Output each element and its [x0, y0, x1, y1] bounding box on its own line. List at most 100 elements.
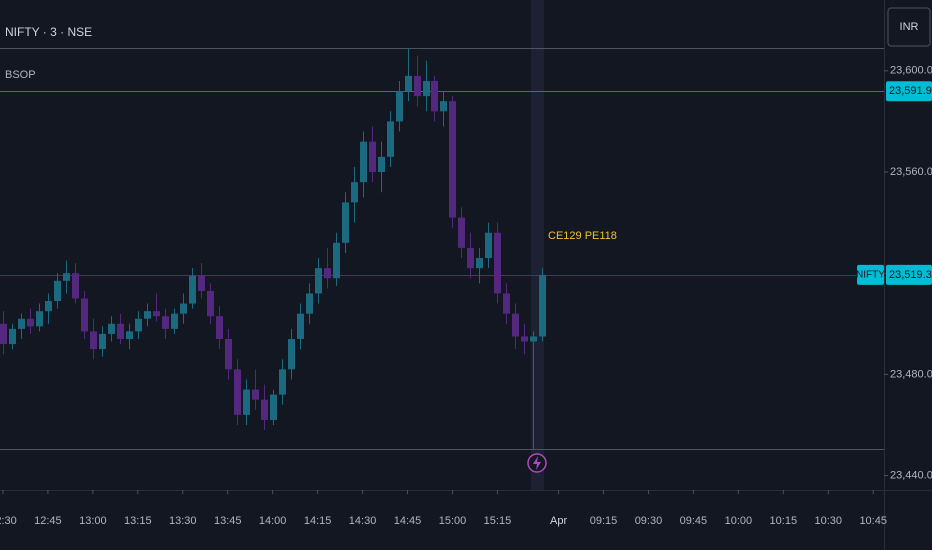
candle-body — [458, 217, 465, 248]
indicator-name: BSOP — [5, 69, 36, 81]
candle-body — [297, 313, 304, 339]
x-tick-label: 09:45 — [680, 515, 708, 527]
candle-body — [449, 101, 456, 218]
x-tick-label: 10:30 — [814, 515, 842, 527]
candle-body — [243, 389, 250, 415]
candle-body — [36, 311, 43, 327]
candle-body — [431, 80, 438, 112]
x-tick-label: 14:30 — [349, 515, 377, 527]
candle-body — [225, 338, 232, 370]
candle-body — [342, 202, 349, 243]
candle-body — [288, 338, 295, 370]
chart-title: NIFTY · 3 · NSE — [5, 25, 92, 39]
candle-body — [252, 389, 259, 400]
candle-body — [360, 141, 367, 183]
x-tick-label: Apr — [550, 515, 567, 527]
candle-body — [18, 318, 25, 329]
y-tick-label: 23,600.00 — [890, 65, 932, 77]
x-tick-label: 13:15 — [124, 515, 152, 527]
candle-body — [135, 318, 142, 332]
candle-body — [153, 311, 160, 317]
y-tick-label: 23,440.00 — [890, 469, 932, 481]
candle-body — [0, 323, 7, 345]
candle-body — [306, 293, 313, 314]
x-tick-label: 12:30 — [0, 515, 17, 527]
price-label: 23,591.95 — [889, 85, 932, 97]
candle-body — [99, 333, 106, 350]
candle-body — [189, 275, 196, 304]
candle-body — [476, 258, 483, 269]
candle-body — [423, 80, 430, 97]
x-tick-label: 13:30 — [169, 515, 197, 527]
plot — [0, 48, 884, 450]
candle-body — [414, 75, 421, 97]
candle-body — [261, 399, 268, 420]
candle-body — [126, 331, 133, 339]
candle-body — [530, 336, 537, 342]
candle-body — [315, 268, 322, 294]
x-tick-label: 09:30 — [635, 515, 663, 527]
candle-body — [63, 273, 70, 281]
candle-body — [279, 369, 286, 395]
candle-body — [485, 232, 492, 259]
x-tick-label: 10:15 — [770, 515, 798, 527]
candle-body — [81, 298, 88, 332]
candle-body — [378, 156, 385, 173]
candle-body — [440, 101, 447, 112]
currency-box[interactable] — [887, 7, 931, 47]
x-tick-label: 13:00 — [79, 515, 107, 527]
price-tag: NIFTY — [856, 269, 885, 280]
candle-body — [198, 275, 205, 291]
candle-body — [405, 75, 412, 92]
x-tick-label: 10:45 — [859, 515, 887, 527]
candle-body — [117, 323, 124, 339]
candle-body — [180, 303, 187, 314]
price-label: 23,519.35 — [889, 269, 932, 281]
x-tick-label: 14:45 — [394, 515, 422, 527]
candle-body — [539, 274, 546, 337]
candle-body — [72, 273, 79, 299]
session-highlight — [531, 0, 544, 490]
x-tick-label: 09:15 — [590, 515, 618, 527]
candle-body — [54, 280, 61, 302]
candle-body — [324, 268, 331, 279]
candle-body — [270, 394, 277, 420]
candle-body — [512, 313, 519, 337]
currency: INR — [900, 21, 919, 33]
candle-body — [234, 369, 241, 415]
x-tick-label: 12:45 — [34, 515, 62, 527]
candle-body — [108, 323, 115, 334]
x-tick-label: 14:15 — [304, 515, 332, 527]
candle-body — [144, 311, 151, 319]
candle-body — [351, 182, 358, 203]
candle-body — [396, 91, 403, 122]
candle-body — [387, 121, 394, 157]
candle-body — [171, 313, 178, 329]
candle-body — [90, 331, 97, 350]
x-tick-label: 13:45 — [214, 515, 242, 527]
candle-body — [45, 301, 52, 312]
x-tick-label: 15:00 — [439, 515, 467, 527]
y-tick-label: 23,480.00 — [890, 368, 932, 380]
candle-body — [207, 290, 214, 317]
price-tag-box — [857, 264, 884, 285]
candle-body — [494, 232, 501, 294]
y-tick-label: 23,560.00 — [890, 166, 932, 178]
candle-body — [503, 293, 510, 314]
candle-body — [521, 336, 528, 342]
x-tick-label: 14:00 — [259, 515, 287, 527]
x-tick-label: 10:00 — [725, 515, 753, 527]
price-label-box — [886, 81, 932, 102]
candle-body — [369, 141, 376, 173]
candle-body — [333, 242, 340, 279]
annotation: CE129 PE118 — [548, 230, 617, 242]
candle-body — [467, 247, 474, 269]
candle-body — [162, 316, 169, 329]
candle-body — [27, 318, 34, 327]
candle-body — [9, 328, 16, 345]
x-tick-label: 15:15 — [484, 515, 512, 527]
lightning — [533, 456, 541, 470]
price-label-box — [886, 264, 932, 285]
